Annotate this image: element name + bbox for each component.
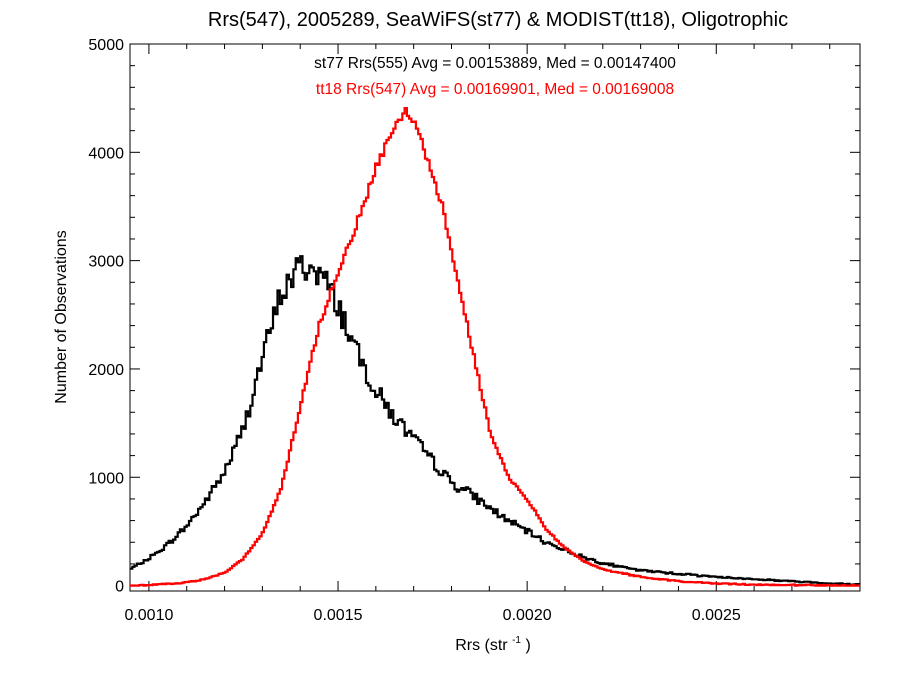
y-tick-label: 2000 <box>88 362 124 379</box>
axis-ticks <box>130 43 860 591</box>
series-tt18-annotation: tt18 Rrs(547) Avg = 0.00169901, Med = 0.… <box>316 81 674 98</box>
x-tick-labels: 0.0010 0.0015 0.0020 0.0025 <box>124 607 740 624</box>
x-axis-title: Rrs (str -1 ) <box>455 630 531 654</box>
x-axis-title-main: Rrs (str <box>455 637 508 654</box>
y-tick-label: 3000 <box>88 254 124 271</box>
y-tick-labels: 0 1000 2000 3000 4000 5000 <box>88 37 124 596</box>
x-tick-label: 0.0015 <box>314 607 363 624</box>
series-st77-line <box>130 255 860 586</box>
series-st77-annotation: st77 Rrs(555) Avg = 0.00153889, Med = 0.… <box>314 55 676 72</box>
plot-frame <box>129 43 861 592</box>
x-axis-title-suffix: ) <box>525 637 530 654</box>
chart-title: Rrs(547), 2005289, SeaWiFS(st77) & MODIS… <box>208 9 788 31</box>
x-axis-title-superscript: -1 <box>512 635 521 646</box>
y-tick-label: 1000 <box>88 470 124 487</box>
x-tick-label: 0.0010 <box>124 607 173 624</box>
y-axis-title: Number of Observations <box>53 230 70 403</box>
series-tt18-line <box>130 107 860 587</box>
y-tick-label: 4000 <box>88 145 124 162</box>
x-tick-label: 0.0020 <box>503 607 552 624</box>
y-tick-label: 0 <box>115 579 124 596</box>
x-tick-label: 0.0025 <box>692 607 741 624</box>
y-tick-label: 5000 <box>88 37 124 54</box>
